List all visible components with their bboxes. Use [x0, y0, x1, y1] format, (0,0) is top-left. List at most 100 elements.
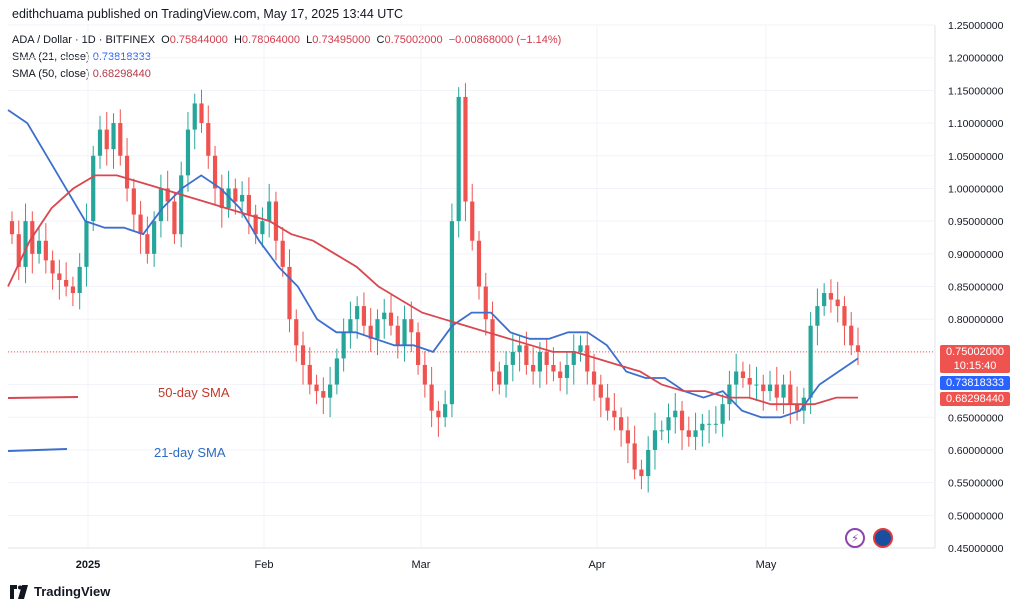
- candle-body: [172, 201, 177, 235]
- candle-body: [179, 175, 184, 235]
- price-tick-label: 1.05000000: [948, 151, 1004, 163]
- candle-body: [767, 384, 773, 392]
- candle-body: [673, 410, 678, 418]
- candle-body: [124, 155, 130, 189]
- tradingview-footer[interactable]: TradingView: [10, 584, 110, 599]
- candle-body: [605, 397, 610, 411]
- chart-legend: ADA / Dollar · 1D · BITFINEX O0.75844000…: [12, 32, 561, 83]
- candle-body: [233, 188, 238, 202]
- candle-body: [118, 123, 123, 156]
- candle-body: [314, 384, 319, 392]
- candle-body: [659, 430, 664, 432]
- candle-body: [693, 430, 698, 437]
- sma21-annotation-line: [7, 448, 68, 452]
- candle-body: [666, 417, 671, 431]
- candle-body: [828, 293, 834, 300]
- price-tick-label: 0.90000000: [948, 249, 1004, 261]
- candle-body: [307, 364, 312, 385]
- time-tick-label: Apr: [588, 559, 605, 571]
- sma50-value: 0.68298440: [92, 68, 151, 80]
- candle-body: [212, 155, 218, 189]
- candle-body: [43, 240, 48, 261]
- candle-body: [382, 312, 387, 320]
- candle-body: [646, 449, 651, 477]
- candle-body: [483, 286, 488, 320]
- brand-label: TradingView: [34, 584, 111, 599]
- candle-body: [165, 188, 170, 202]
- candle-body: [240, 194, 245, 202]
- sma50-label: SMA (50, close): [12, 68, 90, 80]
- candle-body: [713, 423, 718, 425]
- price-tick-label: 1.15000000: [948, 85, 1004, 97]
- sma21-value: 0.73818333: [92, 51, 151, 63]
- moving-averages: [7, 109, 859, 419]
- price-tick-label: 0.60000000: [948, 445, 1004, 457]
- candle-body: [260, 221, 265, 235]
- sma50-annotation-label: 50-day SMA: [158, 385, 230, 400]
- candle-body: [463, 96, 468, 202]
- candle-body: [707, 423, 712, 425]
- candle-body: [50, 260, 55, 274]
- candle-body: [91, 155, 96, 222]
- ohlc-row[interactable]: ADA / Dollar · 1D · BITFINEX O0.75844000…: [12, 34, 562, 46]
- sma21-annotation-label: 21-day SMA: [154, 445, 226, 460]
- candle-body: [564, 364, 570, 379]
- candle-body: [104, 129, 109, 150]
- candle-body: [273, 201, 279, 241]
- candle-body: [747, 378, 752, 385]
- candle-body: [558, 371, 563, 379]
- candle-body: [70, 286, 76, 294]
- candle-body: [402, 319, 407, 346]
- candle-body: [571, 351, 576, 365]
- close-value: 0.75002000: [384, 34, 443, 46]
- time-tick-label: Feb: [255, 559, 274, 571]
- candle-body: [368, 325, 373, 339]
- candle-body: [57, 273, 62, 280]
- candle-body: [727, 384, 732, 405]
- candle-body: [287, 266, 292, 320]
- price-tick-label: 0.45000000: [948, 543, 1004, 555]
- grid: [8, 24, 936, 549]
- candle-body: [510, 351, 515, 365]
- sma50-price-tag: 0.68298440: [940, 392, 1010, 406]
- candle-body: [551, 364, 556, 372]
- candle-body: [341, 332, 346, 359]
- candle-body: [598, 384, 603, 398]
- candle-body: [152, 221, 157, 254]
- time-tick-label: May: [756, 559, 777, 571]
- candle-body: [145, 234, 150, 254]
- open-value: 0.75844000: [169, 34, 228, 46]
- bar-countdown: 10:15:40: [953, 360, 997, 372]
- candle-body: [334, 358, 339, 385]
- us-flag-icon[interactable]: [873, 528, 893, 548]
- price-axis[interactable]: 1.25000000 1.20000000 1.15000000 1.10000000…: [948, 20, 1004, 555]
- candle-body: [781, 384, 786, 398]
- ideas-icon[interactable]: ⚡: [845, 528, 865, 548]
- price-tick-label: 1.20000000: [948, 53, 1004, 65]
- candle-body: [111, 123, 116, 150]
- candle-body: [84, 221, 89, 267]
- candle-body: [226, 188, 231, 209]
- candle-body: [321, 391, 326, 398]
- candle-body: [219, 188, 224, 209]
- candle-body: [409, 319, 414, 333]
- price-tick-label: 0.80000000: [948, 314, 1004, 326]
- candle-body: [206, 123, 211, 156]
- sma21-price-tag: 0.73818333: [940, 376, 1010, 390]
- tradingview-logo-icon: [10, 584, 28, 599]
- sma21-legend-row[interactable]: SMA (21, close) 0.73818333: [12, 49, 561, 66]
- candle-body: [449, 221, 455, 405]
- candle-body: [808, 325, 813, 398]
- candle-body: [490, 319, 495, 372]
- candle-body: [361, 306, 367, 326]
- candle-body: [300, 345, 306, 365]
- candle-body: [327, 384, 333, 398]
- candle-body: [734, 371, 739, 385]
- candle-body: [842, 306, 847, 326]
- candle-body: [774, 384, 779, 398]
- candle-body: [355, 306, 360, 320]
- sma50-legend-row[interactable]: SMA (50, close) 0.68298440: [12, 66, 561, 83]
- time-axis[interactable]: 2025 Feb Mar Apr May: [76, 559, 777, 571]
- high-value: 0.78064000: [241, 34, 301, 46]
